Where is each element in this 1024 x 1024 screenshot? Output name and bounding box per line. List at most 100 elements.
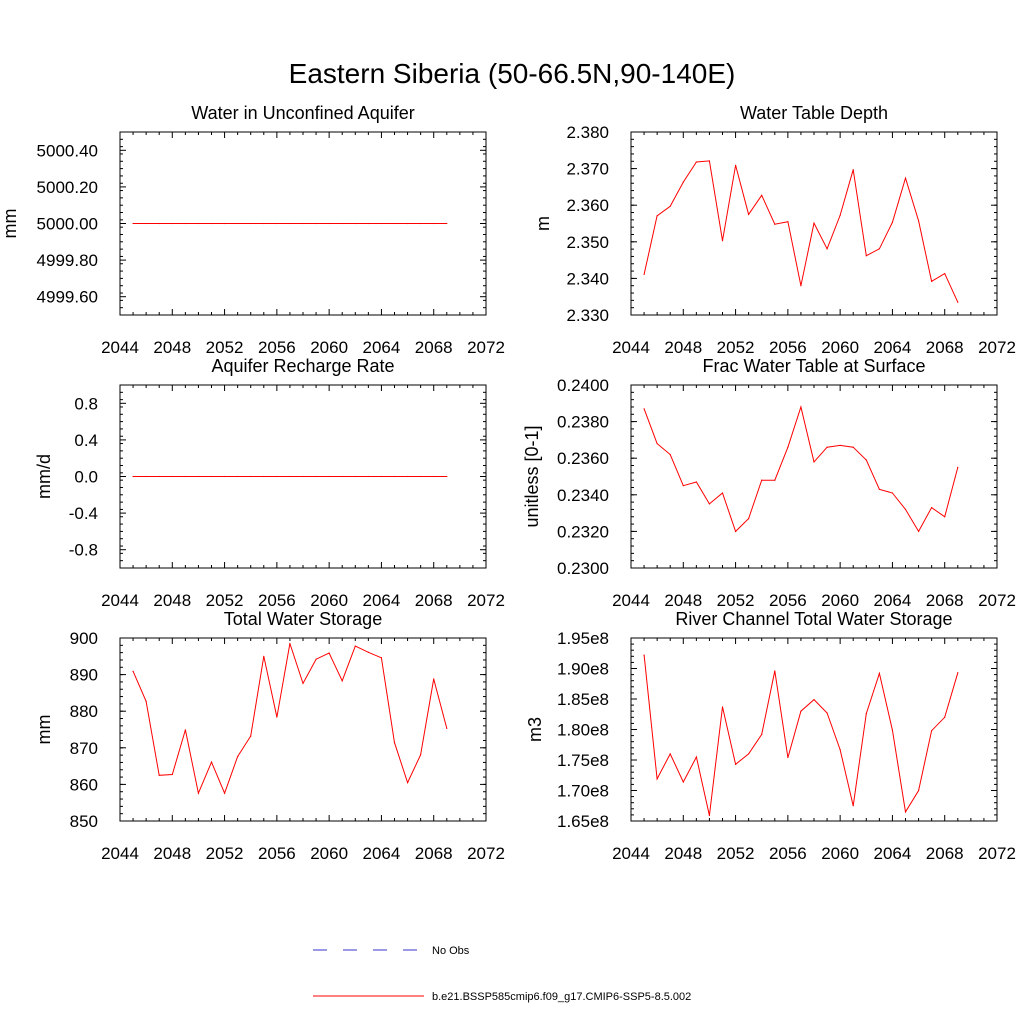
data-point — [276, 716, 278, 718]
panel-title: Water Table Depth — [740, 103, 888, 123]
data-point — [250, 735, 252, 737]
y-tick-label: 2.350 — [566, 233, 609, 252]
data-point — [748, 517, 750, 520]
chart-panel-2: Water Table Depth 2044 2048 2052 2056 2060 206… — [533, 103, 1016, 357]
y-tick-label: 0.2400 — [557, 376, 609, 395]
x-tick-label: 2068 — [415, 844, 453, 863]
y-tick-label: 0.2380 — [557, 413, 609, 432]
data-point — [158, 222, 160, 225]
y-axis-label: unitless [0-1] — [522, 425, 542, 527]
data-point — [852, 169, 854, 171]
panel-title: Total Water Storage — [224, 609, 382, 629]
x-tick-label: 2064 — [363, 338, 401, 357]
data-point — [250, 475, 252, 478]
chart-panel-6: River Channel Total Water Storage 2044 204… — [525, 609, 1016, 863]
y-axis-label: m3 — [525, 717, 545, 742]
y-tick-label: 0.2340 — [557, 486, 609, 505]
data-point — [800, 285, 802, 287]
series-line — [643, 655, 959, 816]
data-point — [839, 749, 841, 751]
y-tick-label: 0.2320 — [557, 522, 609, 541]
x-tick-label: 2048 — [664, 591, 702, 610]
x-tick-label: 2064 — [363, 591, 401, 610]
x-tick-label: 2056 — [769, 338, 807, 357]
x-tick-label: 2044 — [101, 591, 139, 610]
x-tick-label: 2072 — [467, 338, 505, 357]
y-tick-label: 890 — [70, 666, 98, 685]
chart-panel-1: Water in Unconfined Aquifer 2044 2048 2052 2… — [0, 103, 505, 357]
data-point — [931, 507, 933, 509]
legend-label-no-obs: No Obs — [432, 945, 470, 957]
data-point — [656, 215, 658, 217]
x-tick-label: 2052 — [206, 591, 244, 610]
data-point — [132, 475, 134, 478]
data-point — [931, 280, 933, 282]
data-point — [813, 699, 815, 701]
x-tick-label: 2060 — [310, 338, 348, 357]
data-point — [406, 222, 409, 225]
x-tick-label: 2044 — [101, 844, 139, 863]
x-tick-label: 2048 — [664, 338, 702, 357]
series-line — [643, 405, 959, 533]
panel-title: Aquifer Recharge Rate — [211, 356, 394, 376]
y-tick-label: 1.70e8 — [557, 782, 609, 801]
data-point — [891, 729, 894, 731]
data-point — [341, 222, 343, 225]
data-point — [406, 781, 409, 784]
x-tick-label: 2044 — [612, 338, 650, 357]
y-tick-label: 1.95e8 — [557, 629, 609, 648]
data-point — [957, 301, 959, 303]
data-point — [420, 222, 422, 225]
data-point — [643, 654, 645, 656]
data-point — [891, 492, 894, 494]
data-point — [721, 706, 724, 708]
data-point — [787, 221, 789, 223]
data-point — [721, 240, 724, 242]
data-point — [289, 642, 291, 645]
y-tick-label: 4999.60 — [37, 288, 98, 307]
y-tick-label: 870 — [70, 739, 98, 758]
data-point — [158, 475, 160, 478]
y-axis-label: mm — [34, 715, 54, 745]
plot-frame — [630, 384, 998, 569]
panel-title: Frac Water Table at Surface — [702, 356, 925, 376]
y-axis-label: mm — [0, 209, 20, 239]
data-point — [944, 516, 946, 518]
chart-panel-5: Total Water Storage 2044 2048 2052 2056 2060 2… — [34, 609, 505, 863]
data-point — [865, 255, 867, 257]
data-point — [734, 763, 737, 765]
data-point — [393, 742, 396, 744]
data-point — [367, 475, 369, 478]
data-point — [643, 273, 645, 275]
data-point — [354, 222, 356, 225]
data-point — [839, 214, 841, 217]
x-tick-label: 2060 — [821, 844, 859, 863]
x-tick-label: 2056 — [769, 844, 807, 863]
data-point — [774, 479, 776, 481]
data-point — [223, 792, 226, 794]
x-tick-label: 2064 — [874, 844, 912, 863]
data-point — [393, 475, 396, 478]
data-point — [656, 442, 658, 445]
data-point — [826, 712, 828, 714]
x-tick-label: 2048 — [153, 844, 191, 863]
data-point — [787, 446, 789, 448]
data-point — [878, 488, 880, 490]
data-point — [328, 222, 330, 225]
x-tick-label: 2060 — [821, 338, 859, 357]
x-tick-label: 2068 — [926, 591, 964, 610]
data-point — [171, 222, 173, 225]
data-point — [695, 161, 697, 163]
x-tick-label: 2048 — [153, 338, 191, 357]
data-point — [132, 670, 134, 672]
data-point — [328, 652, 330, 654]
data-point — [380, 657, 383, 659]
data-point — [420, 754, 422, 756]
data-point — [302, 222, 304, 225]
x-tick-label: 2056 — [258, 338, 296, 357]
data-point — [406, 475, 409, 478]
data-point — [210, 475, 213, 478]
data-point — [145, 475, 147, 478]
data-point — [878, 672, 880, 674]
data-point — [446, 727, 448, 730]
